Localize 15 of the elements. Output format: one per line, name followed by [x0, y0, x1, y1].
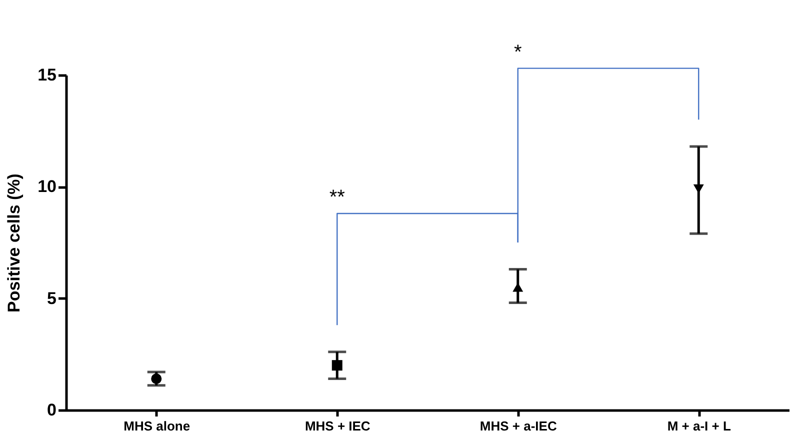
y-axis-title: Positive cells (%): [4, 174, 24, 312]
point: [693, 184, 704, 194]
text: *: [514, 41, 522, 64]
x-tick-label: M + a-I + L: [667, 418, 731, 434]
annotation: **: [329, 186, 346, 208]
x-tick-label: MHS alone: [124, 418, 190, 434]
point: [512, 282, 524, 292]
y-tick-label: 5: [47, 288, 56, 308]
y-tick-label: 10: [38, 177, 56, 196]
x-tick-label: MHS + IEC: [304, 418, 371, 434]
y-tick-label: 15: [38, 66, 56, 84]
x-tick-label: MHS + a-IEC: [480, 418, 558, 434]
point: [151, 374, 162, 384]
y-tick-label: 0: [47, 400, 56, 420]
point: [332, 360, 342, 371]
